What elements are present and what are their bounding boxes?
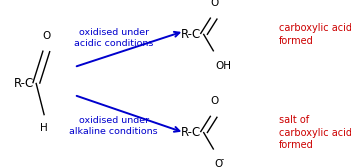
Text: oxidised under
alkaline conditions: oxidised under alkaline conditions <box>69 116 158 136</box>
Text: -: - <box>221 155 224 164</box>
Text: OH: OH <box>215 61 231 71</box>
Text: O: O <box>42 31 51 41</box>
Text: R-C: R-C <box>181 28 201 41</box>
Text: O: O <box>214 159 223 167</box>
Text: R-C: R-C <box>181 126 201 139</box>
Text: O: O <box>210 0 218 8</box>
Text: H: H <box>40 123 48 133</box>
Text: R-C: R-C <box>14 77 34 90</box>
Text: O: O <box>210 96 218 106</box>
Text: salt of
carboxylic acid
formed: salt of carboxylic acid formed <box>279 115 351 150</box>
Text: oxidised under
acidic conditions: oxidised under acidic conditions <box>74 28 153 48</box>
Text: carboxylic acid
formed: carboxylic acid formed <box>279 23 351 46</box>
